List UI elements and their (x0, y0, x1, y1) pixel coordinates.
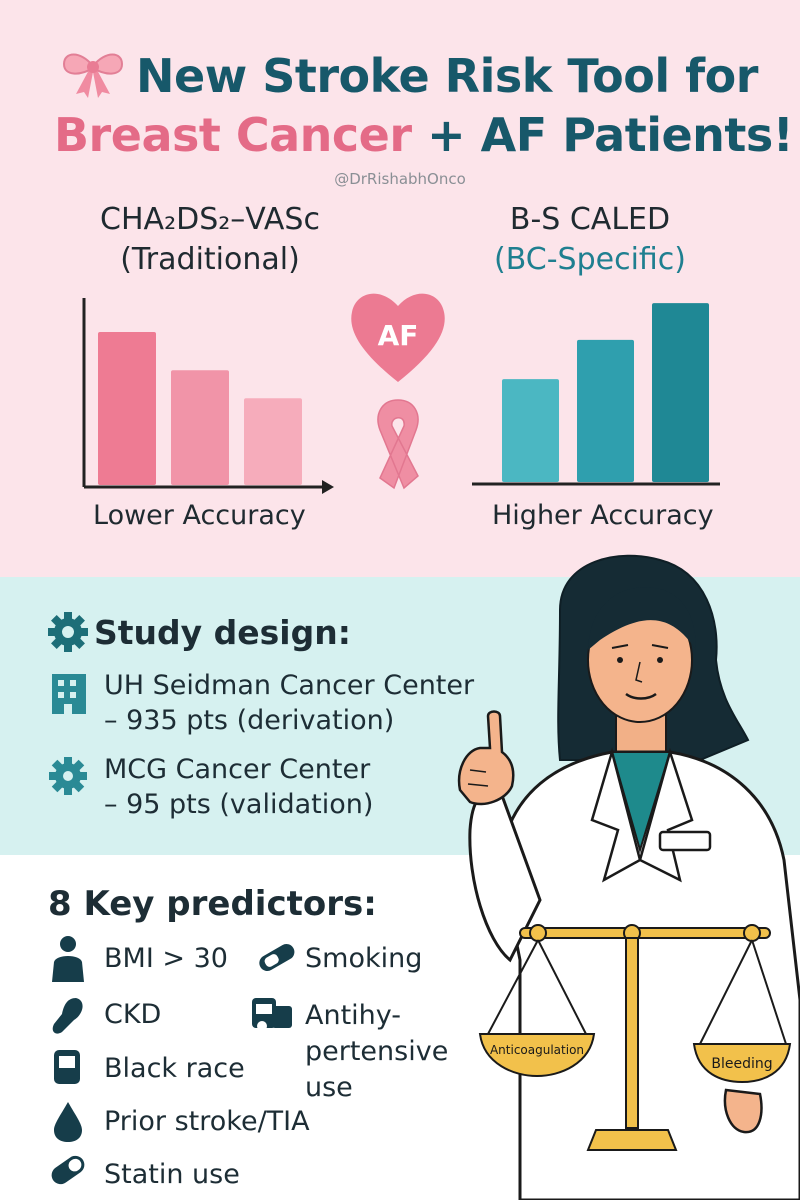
predictor-prior-stroke: Prior stroke/TIA (104, 1106, 310, 1137)
person-icon (52, 936, 84, 982)
gear-icon-small (49, 757, 87, 795)
cigarette-icon (259, 944, 295, 971)
study-site-1: UH Seidman Cancer Center – 935 pts (deri… (104, 668, 474, 738)
pill-bottle-icon (252, 998, 292, 1031)
right-chart-caption: Higher Accuracy (492, 500, 714, 531)
title-text-1: New Stroke Risk Tool for (136, 49, 758, 103)
title-text-pink: Breast Cancer (54, 108, 412, 162)
drop-icon (54, 1102, 82, 1142)
right-bar-1 (502, 379, 559, 482)
left-chart-heading: CHA₂DS₂–VASc (Traditional) (40, 200, 380, 280)
study-site-2: MCG Cancer Center – 95 pts (validation) (104, 752, 373, 822)
site-name: MCG Cancer Center (104, 754, 371, 785)
ribbon-bow-icon (60, 46, 126, 98)
site-name: UH Seidman Cancer Center (104, 670, 475, 701)
left-chart-title: CHA₂DS₂–VASc (100, 202, 320, 237)
predictor-bmi: BMI > 30 (104, 943, 228, 974)
right-bar-3 (652, 303, 709, 482)
right-chart-title: B-S CALED (509, 202, 671, 237)
right-chart-subtitle: (BC-Specific) (494, 242, 686, 277)
pill-icon (51, 1155, 85, 1185)
right-chart-bars (502, 303, 709, 482)
study-design-title: Study design: (94, 613, 351, 652)
right-bar-2 (577, 339, 634, 482)
page-title-line2: Breast Cancer + AF Patients! (54, 108, 794, 162)
left-chart-axes (82, 298, 334, 494)
heart-icon (351, 293, 445, 382)
awareness-ribbon-icon (377, 399, 419, 490)
left-chart-bars (98, 332, 302, 485)
predictor-statin: Statin use (104, 1159, 240, 1190)
predictor-ckd: CKD (104, 999, 162, 1030)
site-detail: – 935 pts (derivation) (104, 705, 395, 736)
predictor-black-race: Black race (104, 1053, 245, 1084)
device-icon (54, 1050, 80, 1084)
kidney-icon (52, 998, 83, 1034)
right-chart-heading: B-S CALED (BC-Specific) (440, 200, 740, 280)
left-bar-1 (98, 332, 156, 485)
building-icon (52, 674, 86, 714)
balance-scale-icon (478, 924, 792, 1151)
site-detail: – 95 pts (validation) (104, 789, 374, 820)
scale-right-label: Bleeding (711, 1056, 772, 1072)
doctor-illustration (457, 554, 800, 1200)
predictors-heading: 8 Key predictors: (48, 884, 377, 924)
heading-spacer (48, 612, 86, 650)
left-chart-caption: Lower Accuracy (93, 500, 306, 531)
study-design-heading: Study design: (48, 612, 351, 652)
left-bar-2 (171, 370, 229, 485)
predictor-smoking: Smoking (305, 943, 423, 974)
title-text-rest: + AF Patients! (411, 108, 794, 162)
page-title-line1: New Stroke Risk Tool for (60, 46, 758, 103)
scale-left-label: Anticoagulation (490, 1043, 584, 1057)
left-bar-3 (244, 398, 302, 485)
left-chart-subtitle: (Traditional) (120, 242, 300, 277)
predictor-antihypertensive: Antihy-pertensive use (305, 1000, 449, 1103)
author-handle: @DrRishabhOnco (334, 170, 466, 188)
af-badge-label: AF (378, 319, 419, 352)
